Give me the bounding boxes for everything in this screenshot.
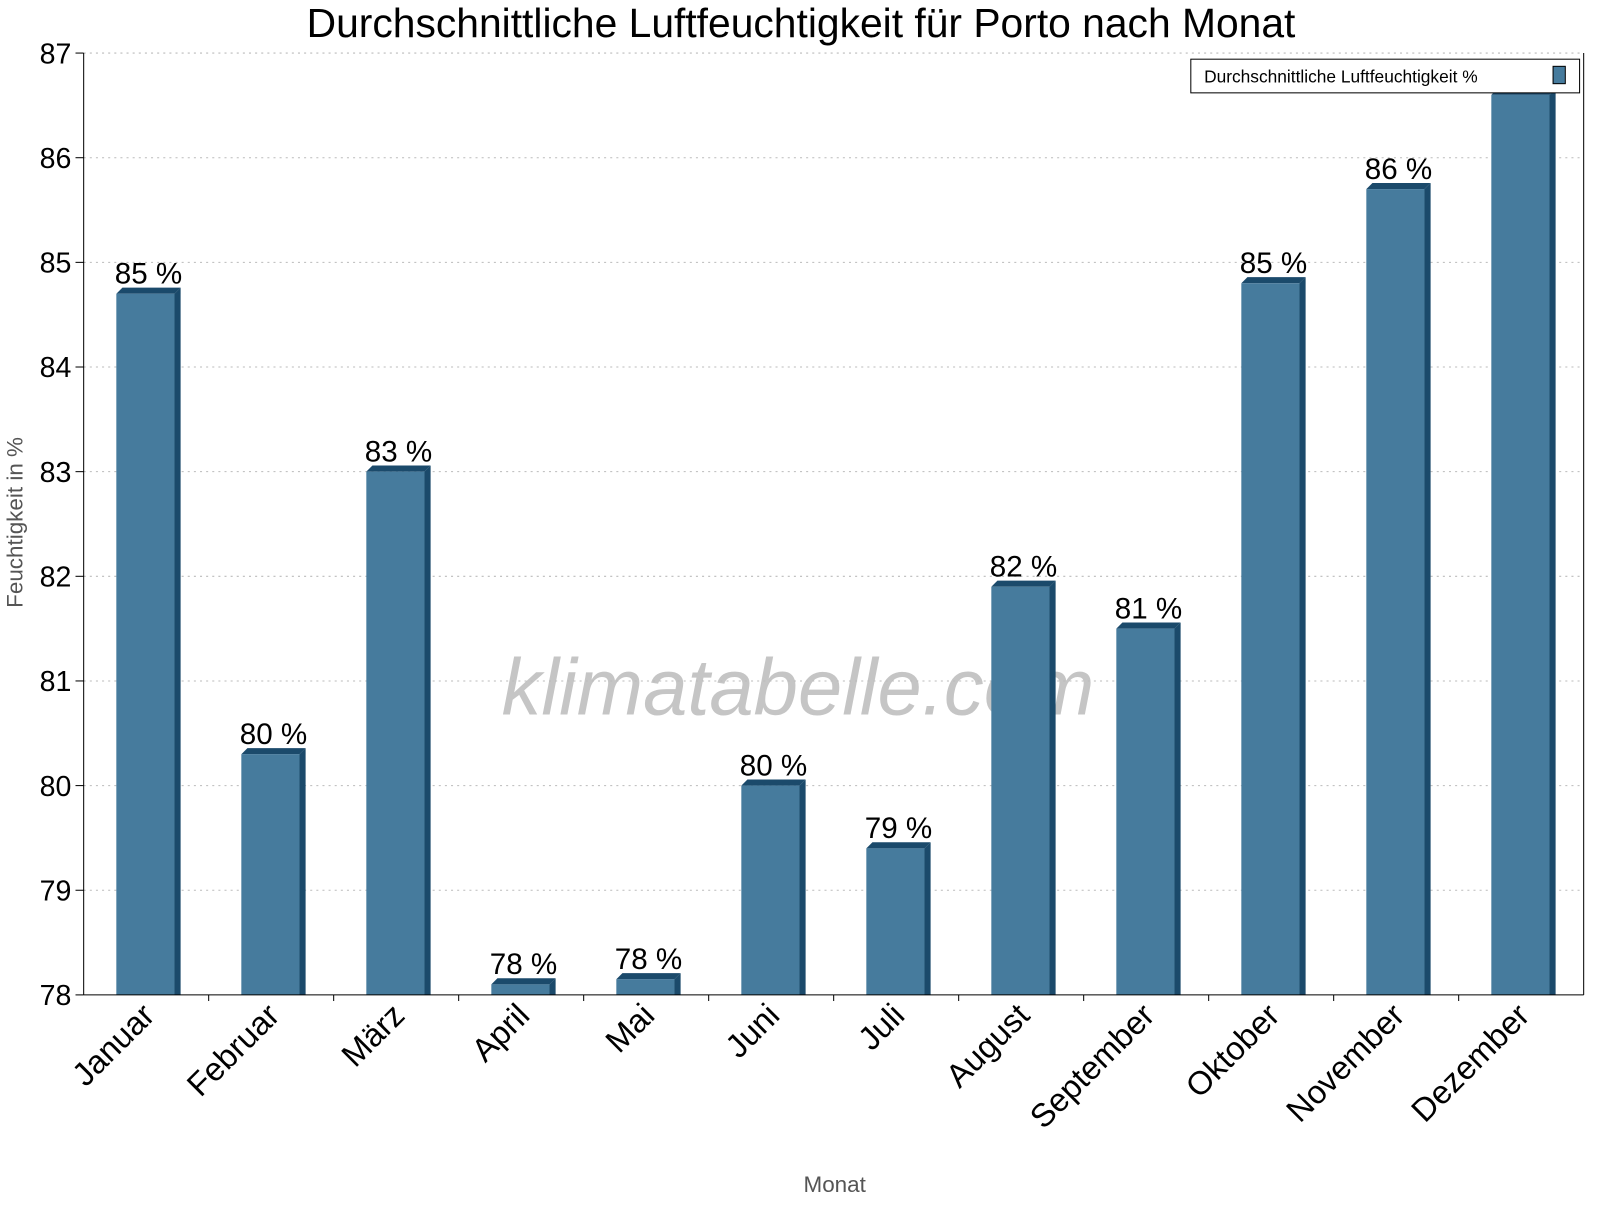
data-label: 81 % (1115, 592, 1182, 625)
y-tick-label: 78 (40, 980, 72, 1012)
x-tick-label: Mai (598, 996, 661, 1059)
y-tick-label: 81 (40, 666, 72, 698)
bar-top (991, 580, 1056, 587)
data-label: 78 % (615, 943, 682, 976)
y-tick-label: 82 (40, 562, 72, 594)
y-tick-label: 84 (40, 352, 72, 384)
legend[interactable]: Durchschnittliche Luftfeuchtigkeit % (1190, 58, 1581, 94)
bar-group: 85 % (1240, 247, 1307, 995)
bar (991, 586, 1050, 995)
bar-side (424, 465, 431, 995)
legend-swatch (1552, 65, 1566, 85)
legend-label: Durchschnittliche Luftfeuchtigkeit % (1204, 67, 1478, 87)
bar-side (299, 748, 306, 995)
data-label: 80 % (740, 749, 807, 782)
bar (866, 848, 925, 995)
bar (1491, 94, 1550, 995)
data-label: 85 % (115, 258, 182, 291)
bar (1366, 189, 1425, 995)
bar-top (741, 779, 806, 786)
bar-group: 86 % (1365, 153, 1432, 995)
bar-side (799, 779, 806, 995)
x-axis-label: Monat (804, 1172, 867, 1197)
data-label: 82 % (990, 551, 1057, 584)
x-tick-label: Dezember (1404, 996, 1537, 1129)
grid (83, 52, 1584, 891)
y-tick-label: 80 (40, 771, 72, 803)
bar-side (924, 842, 931, 995)
bar-top (1366, 182, 1431, 190)
x-tick-label: März (334, 996, 411, 1073)
bar-group: 78 % (615, 943, 682, 995)
x-tick-label: Juli (851, 996, 912, 1057)
bar (1241, 283, 1300, 995)
y-tick-label: 85 (40, 248, 72, 280)
bar-group: 82 % (990, 551, 1057, 995)
bar-side (174, 287, 181, 995)
y-tick-label: 86 (40, 143, 72, 175)
bar (1116, 628, 1175, 995)
x-tick-label: August (938, 996, 1036, 1094)
data-label: 86 % (1365, 153, 1432, 186)
bar (491, 984, 550, 995)
legend-box (1190, 58, 1581, 94)
bars: 85 % 80 % 83 % 78 % 78 % 80 % 79 % 82 % 81 % 85 %… (115, 88, 1556, 995)
x-tick-label: April (464, 996, 536, 1068)
x-tick-label: Juni (718, 996, 787, 1065)
data-label: 79 % (865, 812, 932, 845)
bar (741, 785, 800, 995)
bar-group: 83 % (365, 435, 432, 995)
data-label: 83 % (365, 435, 432, 468)
bar (616, 979, 675, 995)
bar (366, 471, 425, 995)
bar-group: 80 % (240, 718, 307, 995)
bar-top (116, 287, 181, 294)
bar-top (241, 748, 306, 755)
bar-group: 85 % (115, 258, 182, 995)
bar-group: 81 % (1115, 592, 1182, 995)
bar-side (674, 973, 681, 995)
bar-side (1424, 182, 1431, 995)
bar-side (1299, 277, 1306, 995)
bar-group (1491, 88, 1556, 995)
bar-side (1174, 622, 1181, 995)
y-tick-label: 87 (40, 38, 72, 70)
bar-top (616, 973, 681, 980)
chart-title: Durchschnittliche Luftfeuchtigkeit für P… (307, 0, 1296, 46)
x-tick-label: Januar (65, 996, 162, 1093)
bar-side (1549, 88, 1556, 995)
y-tick-label: 83 (40, 457, 72, 489)
bar (116, 293, 175, 995)
bar (241, 754, 300, 995)
bar-top (366, 465, 431, 472)
bar-top (866, 842, 931, 849)
bar-side (1049, 580, 1056, 995)
bar-top (1116, 622, 1181, 629)
bar-group: 78 % (490, 948, 557, 995)
y-axis-label: Feuchtigkeit in % (2, 437, 27, 608)
bar-group: 79 % (865, 812, 932, 995)
bar-group: 80 % (740, 749, 807, 995)
bar-top (491, 978, 556, 985)
x-tick-label: Februar (179, 996, 286, 1103)
bar-side (549, 978, 556, 995)
x-tick-label: September (1022, 996, 1161, 1135)
data-label: 78 % (490, 948, 557, 981)
x-tick-label: November (1279, 996, 1412, 1129)
bar-top (1241, 277, 1306, 284)
data-label: 80 % (240, 718, 307, 751)
x-tick-label: Oktober (1178, 996, 1286, 1104)
data-label: 85 % (1240, 247, 1307, 280)
y-tick-label: 79 (40, 875, 72, 907)
